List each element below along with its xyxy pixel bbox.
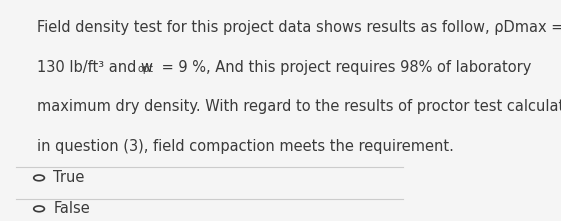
Text: False: False — [53, 201, 90, 216]
Text: in question (3), field compaction meets the requirement.: in question (3), field compaction meets … — [37, 139, 454, 154]
Text: 130 lb/ft³ and w: 130 lb/ft³ and w — [37, 60, 153, 75]
Text: True: True — [53, 170, 85, 185]
Text: maximum dry density. With regard to the results of proctor test calculated: maximum dry density. With regard to the … — [37, 99, 561, 114]
Text: opt: opt — [138, 64, 154, 74]
Text: Field density test for this project data shows results as follow, ρDmax =: Field density test for this project data… — [37, 20, 561, 35]
Text: = 9 %, And this project requires 98% of laboratory: = 9 %, And this project requires 98% of … — [158, 60, 532, 75]
